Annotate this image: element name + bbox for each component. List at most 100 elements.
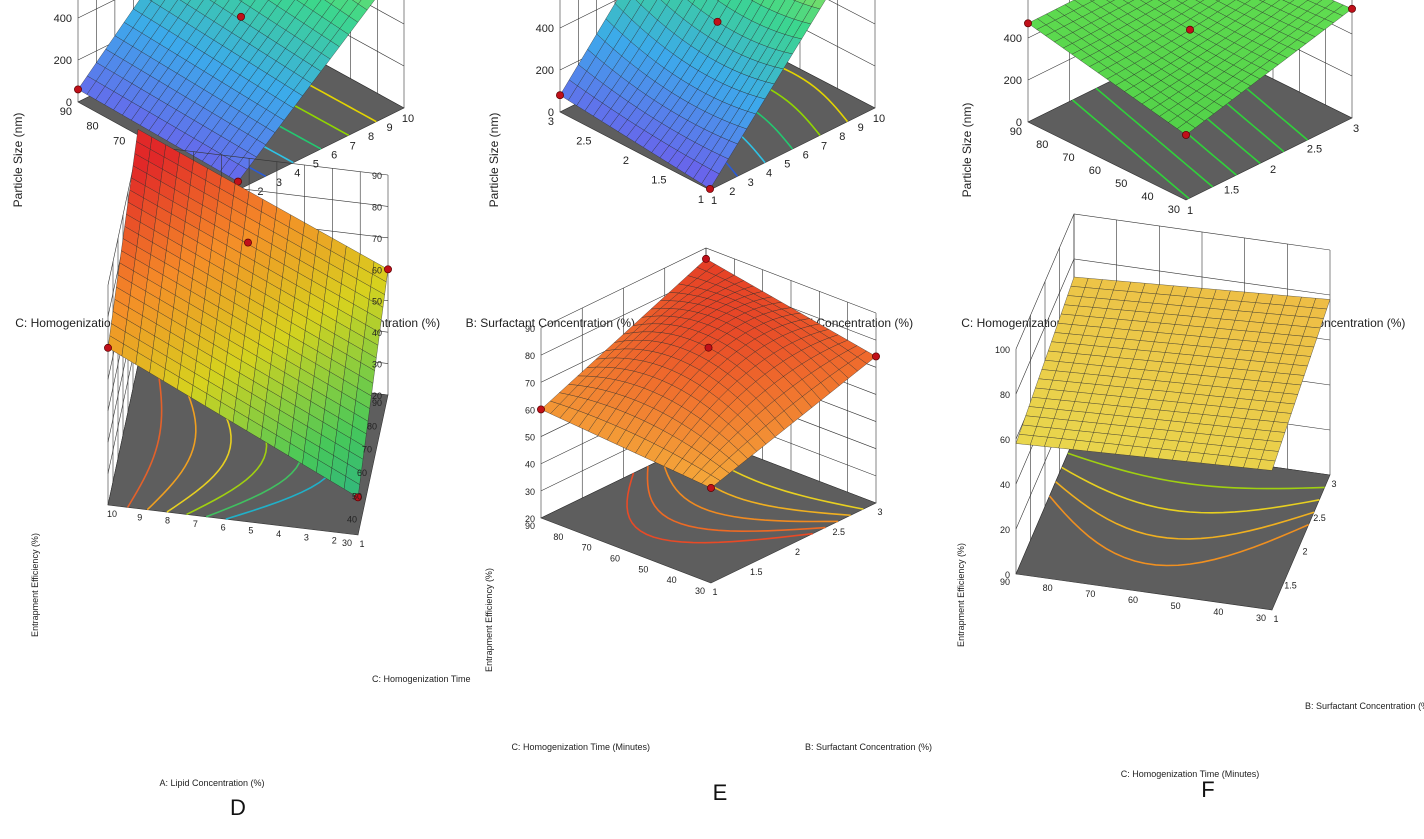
- contour-line: [661, 458, 839, 523]
- response-surface: [77, 0, 375, 182]
- response-surface: [540, 258, 877, 489]
- x-tick-label: 7: [821, 140, 827, 152]
- x-tick-label: 10: [873, 113, 885, 125]
- tick-labels: 1 1.5 2 2.5 3 30 40 50 60 70 80 900 20 40 60 80 100: [995, 345, 1337, 624]
- x-tick-label: 4: [766, 168, 772, 180]
- x-tick-label: 2.5: [1313, 513, 1326, 523]
- surface-patch: [1309, 307, 1328, 319]
- x-tick-label: 1.5: [750, 567, 763, 577]
- surface-patch: [228, 163, 248, 182]
- y-tick-label: 50: [1171, 601, 1181, 611]
- z-tick-label: 600: [1004, 0, 1022, 3]
- x-tick-label: 3: [877, 507, 882, 517]
- design-points: [1024, 4, 1356, 139]
- x-tick-label: 10: [402, 113, 414, 125]
- wall-grid-line: [559, 0, 876, 29]
- panel-E: 1 1.5 2 2.5 3 30 40 50 60 70 80 90 20 30 40 50 60 70 80 90 B…: [475, 247, 950, 839]
- design-points: [104, 238, 392, 502]
- z-axis-title: Entrapment Efficiency (%): [30, 533, 40, 637]
- design-point: [104, 343, 112, 352]
- design-point: [354, 493, 362, 502]
- chart-C: 11.522.533040506070809002004006008001000…: [960, 0, 1405, 382]
- y-tick-label: 70: [1062, 152, 1074, 164]
- surface-patch: [1267, 430, 1286, 443]
- contour-line: [1048, 495, 1309, 567]
- x-tick-label: 8: [165, 516, 170, 526]
- contour-line: [626, 472, 813, 544]
- tick-labels: 1234567891030405060708090203040506070809…: [107, 171, 382, 549]
- z-tick-label: 40: [525, 460, 535, 470]
- z-tick-label: 400: [536, 23, 554, 35]
- z-tick-label: 60: [1000, 435, 1010, 445]
- y-axis-title: B: Surfactant Concentration (%): [466, 316, 635, 330]
- x-tick-label: 9: [386, 122, 392, 134]
- y-axis-title: C: Homogenization Time: [372, 674, 471, 684]
- contour-line: [1071, 99, 1190, 200]
- x-tick-label: 1: [711, 195, 717, 207]
- z-tick-label: 20: [1000, 525, 1010, 535]
- surface-patch: [1312, 298, 1331, 310]
- surface-patch: [1299, 336, 1318, 348]
- surface-patch: [701, 474, 721, 489]
- chart-E: 11.522.53304050607080902030405060708090B…: [484, 247, 932, 805]
- x-tick-label: 3: [304, 532, 309, 542]
- y-tick-label: 60: [1089, 165, 1101, 177]
- x-tick-label: 3: [276, 177, 282, 189]
- y-axis-title: C: Homogenization Time (Minutes): [511, 742, 650, 752]
- surface-patch: [352, 0, 362, 5]
- x-tick-label: 5: [313, 159, 319, 171]
- surface-patch: [1276, 402, 1295, 414]
- z-tick-label: 20: [372, 391, 382, 401]
- surface-patch: [1260, 449, 1279, 462]
- surface-patch: [1305, 317, 1324, 329]
- x-axis-title: B: Surfactant Concentration (%): [1305, 701, 1424, 711]
- x-tick-label: 2.5: [1307, 144, 1322, 156]
- y-tick-label: 40: [1213, 607, 1223, 617]
- z-tick-label: 30: [525, 487, 535, 497]
- design-point: [872, 352, 880, 361]
- y-tick-label: 30: [342, 538, 352, 548]
- y-tick-label: 80: [86, 121, 98, 133]
- x-tick-label: 5: [248, 526, 253, 536]
- design-point: [244, 238, 252, 247]
- surface-patch: [1263, 440, 1282, 452]
- y-tick-label: 2.5: [576, 136, 591, 148]
- z-tick-label: 60: [525, 405, 535, 415]
- wall-grid-line: [1015, 213, 1331, 350]
- z-tick-label: 0: [1016, 117, 1022, 129]
- surface-patch: [1286, 373, 1305, 386]
- x-tick-label: 1.5: [1284, 580, 1297, 590]
- y-tick-label: 80: [553, 532, 563, 542]
- z-tick-label: 80: [525, 351, 535, 361]
- y-tick-label: 70: [1085, 589, 1095, 599]
- z-tick-label: 400: [54, 13, 72, 25]
- surface-patch: [1270, 421, 1289, 433]
- y-tick-label: 50: [1115, 178, 1127, 190]
- surface-patch: [1215, 0, 1221, 2]
- response-surface: [559, 0, 826, 190]
- floor-contours: [1048, 452, 1325, 567]
- y-tick-label: 70: [582, 543, 592, 553]
- x-tick-label: 9: [858, 122, 864, 134]
- surface-patch: [1302, 326, 1321, 338]
- x-tick-label: 2: [1270, 164, 1276, 176]
- x-tick-label: 6: [221, 522, 226, 532]
- z-tick-label: 40: [372, 328, 382, 338]
- x-tick-label: 1: [359, 539, 364, 549]
- y-tick-label: 60: [610, 554, 620, 564]
- panel-F: 1 1.5 2 2.5 3 30 40 50 60 70 80 90 0 20 40 60 80 100 B: Su…: [950, 213, 1424, 839]
- z-tick-label: 200: [54, 55, 72, 67]
- design-point: [74, 85, 82, 94]
- surface-patch: [343, 476, 360, 498]
- z-tick-label: 90: [525, 324, 535, 334]
- chart-D: 1234567891030405060708090203040506070809…: [30, 129, 471, 820]
- x-tick-label: 3: [1331, 479, 1336, 489]
- floor-plane: [1015, 438, 1331, 611]
- z-tick-label: 50: [372, 297, 382, 307]
- tick-labels: 11.522.533040506070809002004006008001000: [1004, 0, 1359, 217]
- surface-patch: [1176, 0, 1188, 4]
- surface-patch: [1176, 121, 1196, 136]
- wall-grid-line: [1015, 258, 1331, 395]
